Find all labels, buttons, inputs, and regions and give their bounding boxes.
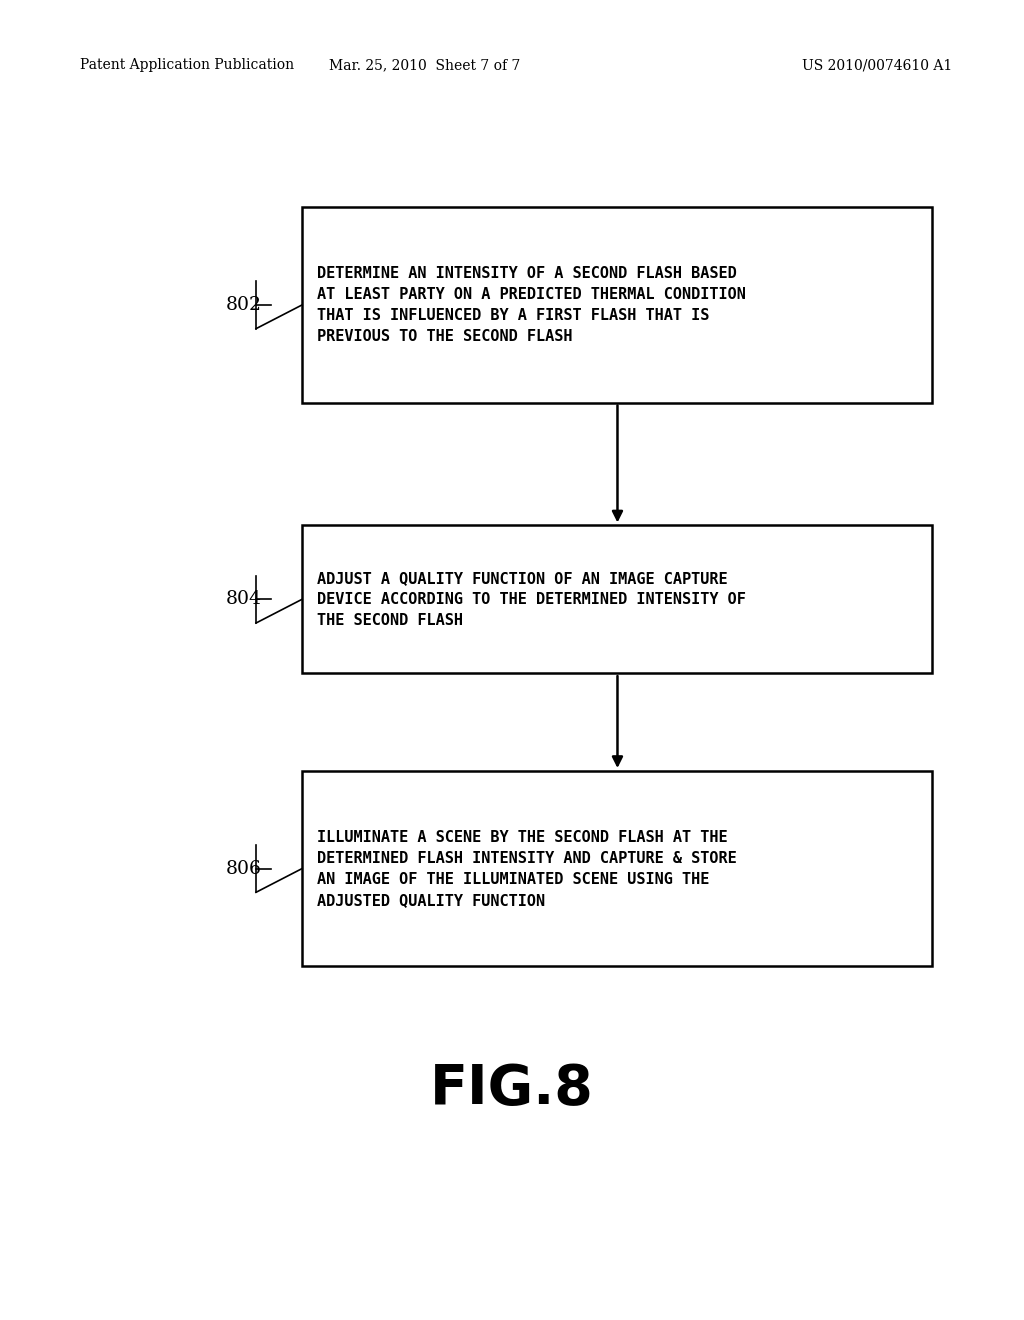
Bar — [302, 207, 932, 403]
Text: DETERMINE AN INTENSITY OF A SECOND FLASH BASED
AT LEAST PARTY ON A PREDICTED THE: DETERMINE AN INTENSITY OF A SECOND FLASH… — [317, 265, 746, 345]
Text: ADJUST A QUALITY FUNCTION OF AN IMAGE CAPTURE
DEVICE ACCORDING TO THE DETERMINED: ADJUST A QUALITY FUNCTION OF AN IMAGE CA… — [317, 570, 746, 628]
Bar — [302, 525, 932, 673]
Text: 802: 802 — [225, 296, 261, 314]
Text: 806: 806 — [225, 859, 261, 878]
Text: Patent Application Publication: Patent Application Publication — [80, 58, 294, 73]
Text: FIG.8: FIG.8 — [430, 1063, 594, 1115]
Text: 804: 804 — [225, 590, 261, 609]
Text: US 2010/0074610 A1: US 2010/0074610 A1 — [802, 58, 952, 73]
Text: ILLUMINATE A SCENE BY THE SECOND FLASH AT THE
DETERMINED FLASH INTENSITY AND CAP: ILLUMINATE A SCENE BY THE SECOND FLASH A… — [317, 829, 737, 908]
Text: Mar. 25, 2010  Sheet 7 of 7: Mar. 25, 2010 Sheet 7 of 7 — [330, 58, 520, 73]
Bar — [302, 771, 932, 966]
